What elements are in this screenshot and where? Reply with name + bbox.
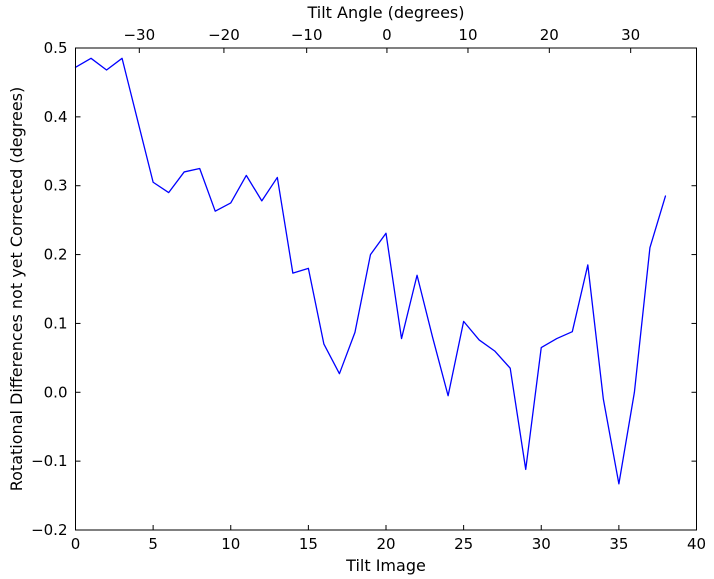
- top-tick-label: −10: [291, 26, 323, 44]
- x-tick-label: 40: [687, 535, 706, 553]
- x-tick-label: 0: [71, 535, 81, 553]
- top-tick-label: −20: [208, 26, 240, 44]
- series-layer: [74, 57, 667, 485]
- y-tick-label: 0.1: [44, 314, 68, 332]
- x-tick-label: 15: [299, 535, 318, 553]
- y-tick-label: 0.0: [44, 383, 68, 401]
- y-tick-label: −0.1: [31, 452, 67, 470]
- x-tick-label: 10: [221, 535, 240, 553]
- x-tick-label: 25: [454, 535, 473, 553]
- ticks-layer: 0 5 10 15 20 25 30 35 40 0.5 0.4 0.3 0.2 0.1 0.0 −0.1 −0…: [31, 26, 706, 553]
- x-tick-label: 30: [532, 535, 551, 553]
- top-axis-title: Tilt Angle (degrees): [306, 3, 464, 22]
- y-tick-label: 0.2: [44, 246, 68, 264]
- top-tick-label: 0: [382, 26, 392, 44]
- y-axis-label: Rotational Differences not yet Corrected…: [7, 87, 26, 492]
- y-tick-label: −0.2: [31, 521, 67, 539]
- y-tick-label: 0.4: [44, 108, 68, 126]
- x-axis-label: Tilt Image: [345, 556, 426, 575]
- x-tick-label: 35: [609, 535, 628, 553]
- x-tick-label: 5: [148, 535, 158, 553]
- y-tick-label: 0.3: [44, 177, 68, 195]
- top-tick-label: 10: [458, 26, 477, 44]
- top-tick-label: −30: [123, 26, 155, 44]
- top-tick-label: 30: [621, 26, 640, 44]
- data-series-line: [74, 57, 667, 485]
- top-tick-label: 20: [540, 26, 559, 44]
- plot-frame: [75, 47, 697, 531]
- x-tick-label: 20: [376, 535, 395, 553]
- y-tick-label: 0.5: [44, 39, 68, 57]
